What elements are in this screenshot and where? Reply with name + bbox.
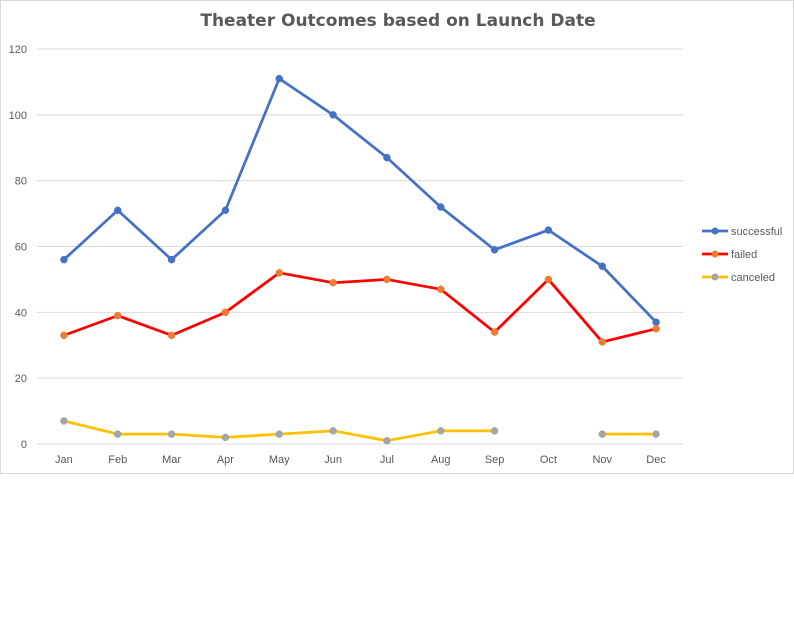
point-successful-jul	[383, 153, 391, 162]
point-failed-jun	[329, 278, 337, 287]
point-failed-apr	[221, 308, 230, 317]
point-canceled-nov	[598, 430, 606, 438]
point-failed-jul	[383, 275, 391, 284]
y-tick-label-60: 60	[15, 242, 27, 254]
x-tick-label-may: May	[269, 454, 290, 466]
point-successful-apr	[221, 206, 230, 215]
point-canceled-jul	[383, 436, 391, 445]
x-tick-label-jul: Jul	[380, 454, 394, 466]
point-failed-feb	[114, 311, 122, 320]
point-failed-jan	[60, 331, 68, 340]
point-successful-jun	[329, 111, 337, 119]
x-tick-label-dec: Dec	[646, 454, 666, 466]
x-tick-label-jun: Jun	[324, 454, 342, 466]
chart-title: Theater Outcomes based on Launch Date	[200, 11, 596, 31]
point-canceled-feb	[114, 430, 122, 438]
y-tick-label-80: 80	[15, 176, 27, 188]
x-tick-label-feb: Feb	[108, 454, 127, 466]
point-canceled-dec	[652, 430, 660, 438]
point-failed-sep	[490, 328, 499, 336]
legend-label-failed: failed	[731, 249, 757, 261]
point-failed-nov	[598, 338, 606, 346]
point-failed-dec	[652, 325, 660, 333]
point-canceled-jan	[60, 417, 68, 425]
point-successful-may	[275, 74, 283, 83]
point-successful-jan	[60, 255, 68, 264]
y-tick-label-120: 120	[9, 44, 27, 56]
point-failed-aug	[437, 285, 445, 294]
point-canceled-may	[275, 430, 283, 438]
point-successful-nov	[598, 262, 606, 270]
legend-marker-failed	[711, 250, 719, 258]
y-tick-label-20: 20	[15, 373, 27, 385]
point-canceled-apr	[221, 433, 230, 442]
point-successful-oct	[544, 226, 553, 234]
point-successful-feb	[114, 206, 122, 215]
x-tick-label-oct: Oct	[540, 454, 557, 466]
y-tick-label-100: 100	[9, 110, 27, 122]
y-tick-label-0: 0	[21, 439, 27, 451]
series-line-failed	[62, 271, 658, 344]
point-canceled-mar	[167, 430, 176, 438]
point-successful-dec	[652, 318, 660, 326]
point-failed-oct	[544, 275, 553, 284]
point-failed-mar	[167, 331, 176, 340]
x-tick-label-nov: Nov	[592, 454, 612, 466]
point-canceled-jun	[329, 427, 337, 435]
point-canceled-aug	[437, 427, 445, 435]
point-successful-mar	[167, 255, 176, 264]
x-tick-label-jan: Jan	[55, 454, 73, 466]
legend-marker-successful	[711, 227, 719, 235]
x-tick-label-sep: Sep	[485, 454, 505, 466]
x-tick-label-mar: Mar	[162, 454, 181, 466]
series-line-successful	[62, 77, 658, 324]
x-tick-label-apr: Apr	[217, 454, 234, 466]
y-tick-label-40: 40	[15, 307, 27, 319]
legend-marker-canceled	[711, 273, 719, 281]
line-chart: 0 20 40 60 80 100 120 Jan Feb Mar Apr May Jun Jul Aug S…	[9, 44, 783, 466]
legend-label-successful: successful	[731, 226, 782, 238]
chart-area: Theater Outcomes based on Launch Date	[0, 0, 794, 474]
point-failed-may	[275, 269, 283, 277]
x-tick-label-aug: Aug	[431, 454, 451, 466]
point-successful-sep	[490, 246, 499, 254]
point-canceled-sep	[490, 427, 499, 435]
legend-label-canceled: canceled	[731, 272, 775, 284]
point-successful-aug	[437, 203, 445, 211]
